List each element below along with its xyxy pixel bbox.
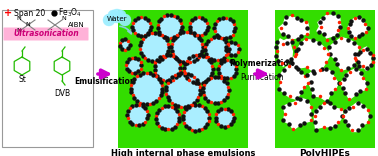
Text: Water: Water: [107, 16, 127, 22]
Circle shape: [215, 109, 234, 127]
Circle shape: [131, 73, 162, 104]
Circle shape: [132, 17, 150, 36]
Text: Purification: Purification: [240, 73, 284, 81]
Circle shape: [205, 37, 228, 60]
Polygon shape: [307, 68, 338, 101]
Circle shape: [119, 39, 130, 50]
FancyBboxPatch shape: [2, 10, 93, 146]
Polygon shape: [291, 39, 330, 72]
Text: AIBN: AIBN: [68, 22, 85, 28]
Circle shape: [184, 55, 213, 84]
Circle shape: [108, 10, 118, 20]
Circle shape: [156, 106, 179, 129]
Circle shape: [110, 9, 124, 23]
Polygon shape: [279, 17, 309, 39]
Polygon shape: [283, 98, 311, 129]
Circle shape: [189, 17, 208, 36]
Circle shape: [158, 15, 182, 38]
Polygon shape: [314, 104, 343, 129]
Circle shape: [119, 14, 131, 26]
Polygon shape: [317, 15, 341, 38]
Text: N: N: [26, 22, 30, 27]
Polygon shape: [329, 37, 359, 70]
Text: Polymerization: Polymerization: [229, 59, 294, 68]
Circle shape: [126, 57, 141, 73]
Polygon shape: [344, 102, 369, 132]
Circle shape: [127, 105, 148, 125]
Circle shape: [171, 32, 203, 63]
FancyArrowPatch shape: [255, 70, 265, 78]
Polygon shape: [280, 65, 310, 99]
Text: Ultrasonication: Ultrasonication: [13, 29, 79, 39]
Text: Emulsification: Emulsification: [74, 76, 136, 85]
Circle shape: [203, 77, 228, 103]
Text: St: St: [18, 76, 26, 85]
Bar: [275, 10, 375, 148]
Circle shape: [214, 17, 235, 38]
Circle shape: [116, 10, 126, 20]
Text: High internal phase emulsions: High internal phase emulsions: [111, 149, 255, 156]
FancyBboxPatch shape: [3, 27, 88, 41]
Text: Fe$_3$O$_4$: Fe$_3$O$_4$: [58, 7, 82, 19]
Circle shape: [103, 14, 115, 26]
Polygon shape: [357, 47, 371, 71]
Circle shape: [140, 33, 169, 62]
Circle shape: [218, 60, 236, 78]
FancyArrowPatch shape: [120, 26, 131, 34]
Circle shape: [166, 73, 200, 107]
Text: DVB: DVB: [54, 88, 70, 98]
Text: N: N: [17, 29, 22, 34]
FancyArrowPatch shape: [98, 70, 108, 78]
Polygon shape: [348, 17, 368, 38]
Circle shape: [154, 55, 180, 81]
Bar: [118, 10, 248, 148]
Polygon shape: [341, 68, 366, 99]
Text: +: +: [4, 8, 12, 18]
Circle shape: [183, 105, 209, 131]
Polygon shape: [279, 39, 292, 66]
Circle shape: [226, 42, 239, 55]
Text: N: N: [62, 17, 67, 22]
Text: PolyHIPEs: PolyHIPEs: [299, 149, 350, 156]
Text: Span 20: Span 20: [14, 8, 45, 17]
Text: N: N: [17, 17, 22, 22]
